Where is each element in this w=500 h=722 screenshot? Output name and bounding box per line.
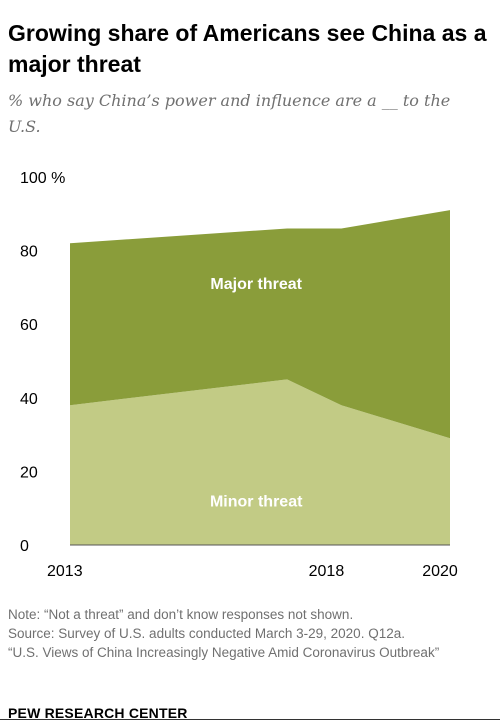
chart-title: Growing share of Americans see China as … bbox=[8, 20, 487, 77]
major-threat-area bbox=[70, 210, 450, 439]
footer-divider bbox=[0, 719, 500, 720]
pew-logo-text: PEW RESEARCH CENTER bbox=[8, 705, 188, 721]
source-text: Source: Survey of U.S. adults conducted … bbox=[8, 626, 405, 641]
x-tick-label: 2020 bbox=[422, 563, 458, 580]
y-tick-label: 0 bbox=[20, 538, 29, 555]
y-axis-ticks: 100 % 80 60 40 20 0 bbox=[20, 170, 65, 555]
report-title-text: “U.S. Views of China Increasingly Negati… bbox=[8, 645, 440, 660]
minor-threat-label: Minor threat bbox=[210, 493, 303, 510]
x-tick-label: 2013 bbox=[47, 563, 83, 580]
y-tick-label: 80 bbox=[20, 244, 38, 261]
chart-notes: Note: “Not a threat” and don’t know resp… bbox=[8, 605, 492, 662]
chart-subtitle: % who say China’s power and influence ar… bbox=[8, 91, 451, 136]
y-tick-label: 40 bbox=[20, 391, 38, 408]
area-chart: 100 % 80 60 40 20 0 2013 2018 2020 Minor threat… bbox=[20, 170, 458, 580]
major-threat-label: Major threat bbox=[210, 276, 302, 293]
minor-threat-area bbox=[70, 379, 450, 545]
area-layer bbox=[70, 210, 450, 545]
x-axis-ticks: 2013 2018 2020 bbox=[47, 563, 458, 580]
y-tick-label: 100 % bbox=[20, 170, 65, 187]
series-labels: Minor threat Major threat bbox=[210, 276, 303, 510]
note-text: Note: “Not a threat” and don’t know resp… bbox=[8, 607, 354, 622]
x-tick-label: 2018 bbox=[309, 563, 345, 580]
y-tick-label: 20 bbox=[20, 464, 38, 481]
y-tick-label: 60 bbox=[20, 317, 38, 334]
